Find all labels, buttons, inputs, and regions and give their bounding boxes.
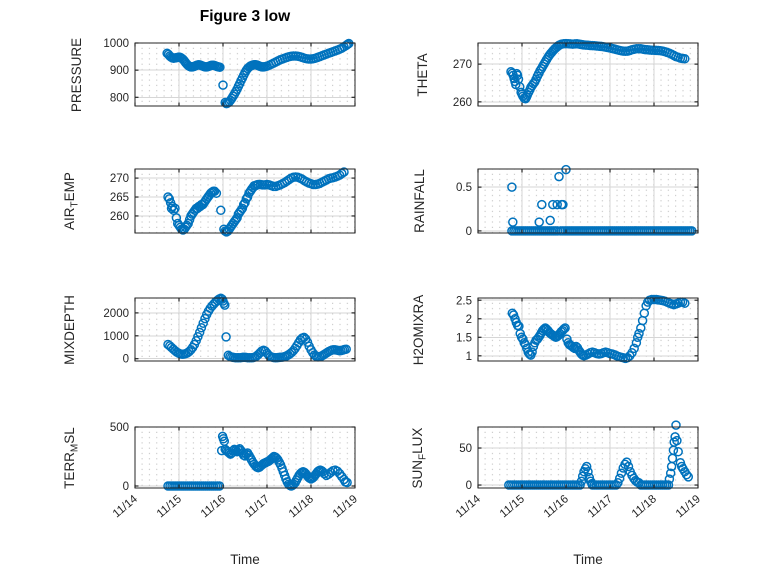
svg-text:265: 265 [110,192,129,204]
svg-text:0: 0 [466,226,472,238]
svg-text:11/17: 11/17 [586,493,615,520]
ylabel-terrmsl: TERRMSL [62,426,81,489]
plot-mixdepth: 0 1000 2000 [103,293,356,366]
axes-box-theta [477,42,699,107]
subplot-rainfall: 0 0.5 [456,164,699,238]
axes-box-airtemp [134,168,356,234]
subplot-theta: 260 270 [453,38,699,109]
markers-pressure [162,38,354,109]
tick-labels-mixdepth: 0 1000 2000 [103,308,129,366]
svg-text:11/16: 11/16 [199,493,228,520]
svg-text:1: 1 [466,351,472,363]
svg-text:11/17: 11/17 [243,493,272,520]
subplot-mixdepth: 0 1000 2000 [103,293,356,366]
tick-labels-pressure: 800 900 1000 [103,38,129,104]
svg-text:11/15: 11/15 [155,493,184,520]
major-grid-airtemp [134,169,356,233]
xlabel-right: Time [573,552,603,567]
axes-box-mixdepth [134,297,356,362]
svg-text:260: 260 [453,97,472,109]
svg-text:2000: 2000 [103,308,129,320]
plot-theta: 260 270 [453,38,699,109]
tick-labels-theta: 260 270 [453,59,472,109]
svg-text:800: 800 [110,92,129,104]
svg-text:1000: 1000 [103,38,129,50]
tick-labels-h2omixra: 1 1.5 2 2.5 [456,295,472,363]
svg-text:50: 50 [459,443,472,455]
subplot-pressure: 800 900 1000 [103,38,356,109]
tick-labels-airtemp: 260 265 270 [110,173,129,223]
markers-terrmsl [163,431,352,491]
ylabel-sunflux: SUNFLUX [410,427,429,488]
subplot-h2omixra: 1 1.5 2 2.5 [456,294,699,364]
markers-sunflux [504,420,694,490]
svg-text:260: 260 [110,211,129,223]
axes-box-sunflux [477,426,699,489]
subplot-terrmsl: 0 500 11/14 11/15 11/16 11/17 11/18 11/19 [110,422,360,520]
svg-text:0.5: 0.5 [456,182,472,194]
svg-text:11/14: 11/14 [111,493,141,521]
plot-airtemp: 260 265 270 [110,167,356,237]
svg-text:2.5: 2.5 [456,295,472,307]
svg-text:11/18: 11/18 [287,493,316,520]
plot-h2omixra: 1 1.5 2 2.5 [456,294,699,364]
axes-box-rainfall [477,168,699,234]
plot-terrmsl: 0 500 11/14 11/15 11/16 11/17 11/18 11/19 [110,422,360,520]
svg-text:11/16: 11/16 [542,493,571,520]
svg-text:1.5: 1.5 [456,332,472,344]
figure-title: Figure 3 low [199,8,291,25]
xlabel-left: Time [230,552,260,567]
tick-labels-rainfall: 00.5 [456,182,472,238]
subplot-sunflux: 0 50 11/14 11/15 11/16 11/17 11/18 11/19 [454,420,703,520]
svg-text:900: 900 [110,65,129,77]
axes-box-h2omixra [477,297,699,362]
svg-text:500: 500 [110,422,129,434]
subplot-airtemp: 260 265 270 [110,167,356,237]
svg-text:2: 2 [466,314,472,326]
svg-text:11/15: 11/15 [498,493,527,520]
axes-box-terrmsl [134,426,356,489]
svg-text:11/19: 11/19 [331,493,360,520]
plot-sunflux: 0 50 11/14 11/15 11/16 11/17 11/18 11/19 [454,420,703,520]
svg-text:11/19: 11/19 [674,493,703,520]
svg-text:0: 0 [123,481,129,493]
svg-text:0: 0 [466,480,472,492]
svg-text:1000: 1000 [103,331,129,343]
axes-box-pressure [134,42,356,107]
markers-rainfall [507,164,697,236]
svg-text:0: 0 [123,354,129,366]
svg-text:11/18: 11/18 [630,493,659,520]
svg-text:270: 270 [110,173,129,185]
plot-pressure: 800 900 1000 [103,38,356,109]
minor-grid-rainfall [478,169,698,233]
svg-text:270: 270 [453,59,472,71]
svg-text:11/14: 11/14 [454,493,484,521]
markers-mixdepth [163,293,351,363]
plot-rainfall: 00.5 [456,164,699,238]
markers-h2omixra [507,294,690,364]
